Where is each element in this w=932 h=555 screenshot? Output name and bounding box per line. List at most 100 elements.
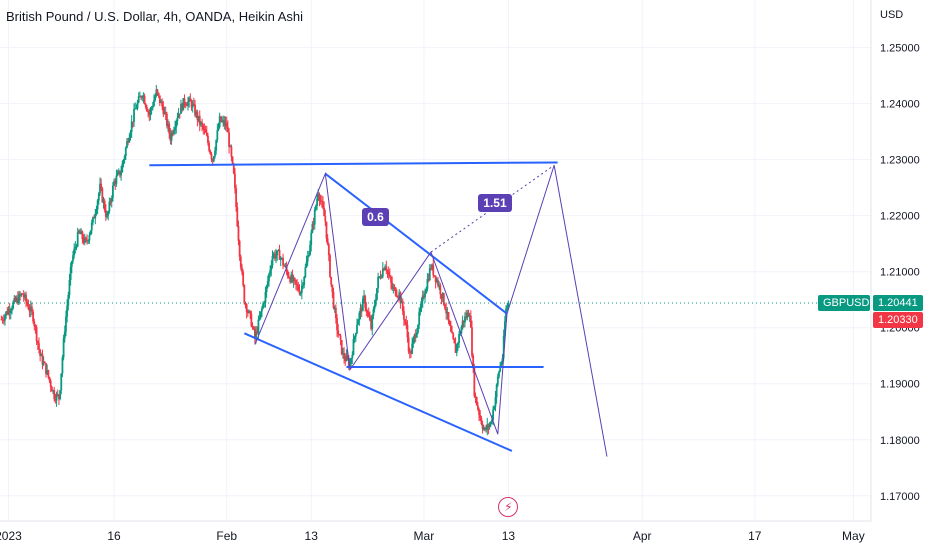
candle-body xyxy=(496,376,499,385)
candle-body xyxy=(289,277,291,283)
descending-trendline[interactable] xyxy=(324,172,508,315)
candle-body xyxy=(70,261,73,267)
candle-body xyxy=(299,292,302,294)
candle-body xyxy=(339,335,342,341)
candle-body xyxy=(316,198,318,206)
candle-body xyxy=(40,354,43,357)
candle-body xyxy=(5,311,8,316)
candle-body xyxy=(86,240,88,242)
candle-body xyxy=(73,248,76,256)
candle-body xyxy=(474,395,477,398)
candle-body xyxy=(451,331,453,334)
candle-body xyxy=(196,111,199,121)
candle-body xyxy=(239,256,242,268)
candle-body xyxy=(92,217,94,223)
candle-body xyxy=(244,303,247,305)
price-tick-label: 1.19000 xyxy=(880,379,920,391)
price-tick-label: 1.22000 xyxy=(880,211,920,223)
candle-body xyxy=(66,305,69,317)
candle-body xyxy=(0,319,3,321)
time-tick-label: Apr xyxy=(633,529,652,543)
price-axis[interactable]: 1.250001.240001.230001.220001.210001.200… xyxy=(880,43,920,503)
price-tick-label: 1.24000 xyxy=(880,99,920,111)
candle-body xyxy=(266,280,269,286)
candle-body xyxy=(38,343,40,350)
candle-body xyxy=(494,397,497,407)
candle-body xyxy=(262,303,265,309)
candle-body xyxy=(282,257,284,266)
candle-body xyxy=(142,95,145,97)
ratio-label-1-51[interactable]: 1.51 xyxy=(478,194,512,213)
candle-body xyxy=(476,405,479,410)
candle-body xyxy=(361,298,364,312)
candle-body xyxy=(360,307,363,312)
candle-body xyxy=(342,353,344,355)
candle-body xyxy=(334,307,337,319)
lightning-icon[interactable]: ⚡ xyxy=(498,497,519,517)
candle-body xyxy=(484,427,486,429)
candle-body xyxy=(460,326,463,334)
price-tick-label: 1.17000 xyxy=(880,491,920,503)
candle-body xyxy=(251,326,254,328)
candle-body xyxy=(177,113,180,118)
candle-body xyxy=(273,253,276,259)
candle-body xyxy=(363,296,365,299)
candle-body xyxy=(33,321,36,326)
candle-body xyxy=(467,312,470,317)
candle-body xyxy=(277,250,280,252)
candle-body xyxy=(203,129,206,131)
candle-body xyxy=(204,129,207,133)
candle-body xyxy=(127,141,130,143)
candle-body xyxy=(330,276,333,285)
candle-body xyxy=(307,254,310,257)
candle-body xyxy=(336,318,338,331)
candle-body xyxy=(419,308,422,312)
candle-body xyxy=(155,89,158,97)
lower-trendline[interactable] xyxy=(243,332,513,452)
candle-body xyxy=(76,232,79,247)
candle-body xyxy=(184,103,187,106)
candle-body xyxy=(312,224,315,226)
candle-body xyxy=(156,89,159,93)
candle-body xyxy=(399,292,402,304)
ratio-label-0-6[interactable]: 0.6 xyxy=(362,208,389,227)
candle-body xyxy=(428,268,431,281)
candle-body xyxy=(6,311,9,315)
candle-body xyxy=(430,268,432,270)
candle-body xyxy=(36,341,39,344)
pattern-path[interactable] xyxy=(254,165,608,457)
candle-body xyxy=(252,326,255,330)
candle-body xyxy=(243,285,246,304)
candle-body xyxy=(189,98,192,102)
candle-body xyxy=(261,308,263,312)
candle-body xyxy=(295,280,297,284)
candle-body xyxy=(459,333,462,335)
candle-body xyxy=(99,183,101,194)
candle-body xyxy=(54,398,57,401)
candle-body xyxy=(506,306,509,309)
candle-body xyxy=(457,343,459,345)
candle-body xyxy=(395,295,398,297)
candle-body xyxy=(7,309,10,315)
candle-body xyxy=(115,175,118,184)
candle-body xyxy=(198,115,201,125)
candle-body xyxy=(455,344,458,353)
symbol-price-tag: GBPUSD xyxy=(818,295,870,312)
candle-body xyxy=(202,125,205,130)
candle-body xyxy=(388,275,391,277)
candle-body xyxy=(403,311,405,320)
candle-body xyxy=(195,111,198,116)
time-axis[interactable]: 2023 16 Feb 13 Mar 13 Apr 17 May xyxy=(0,529,865,543)
candle-body xyxy=(439,285,442,295)
candle-body xyxy=(259,311,262,318)
candle-body xyxy=(372,309,375,316)
candle-body xyxy=(318,194,321,201)
candle-body xyxy=(182,98,185,111)
candle-body xyxy=(218,116,221,127)
upper-resistance-line[interactable] xyxy=(149,161,558,167)
candle-body xyxy=(165,113,168,126)
candle-body xyxy=(164,111,167,114)
drawings[interactable] xyxy=(0,161,871,457)
